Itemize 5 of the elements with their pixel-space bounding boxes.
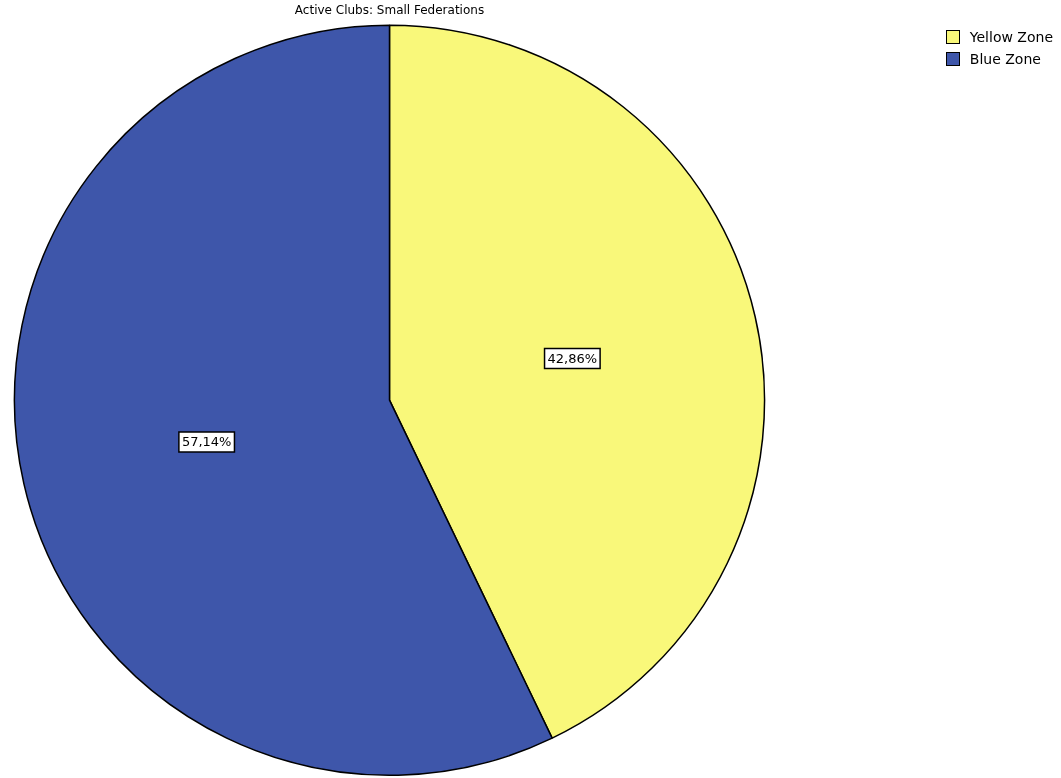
legend-label: Blue Zone: [969, 51, 1041, 67]
data-label: 57,14%: [181, 434, 232, 450]
legend-label: Yellow Zone: [969, 29, 1053, 45]
chart-title: Active Clubs: Small Federations: [294, 3, 485, 18]
data-label: 42,86%: [547, 350, 598, 366]
